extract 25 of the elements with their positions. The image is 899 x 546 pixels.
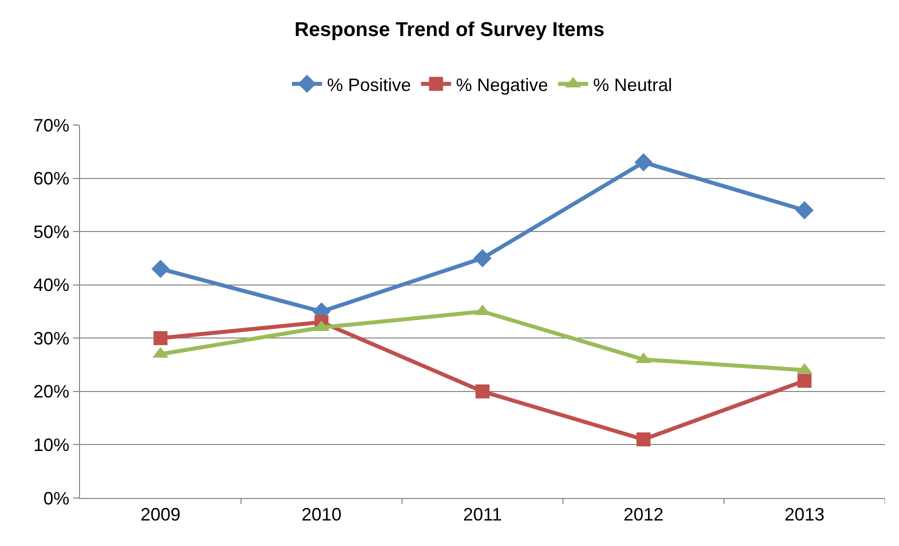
legend-label: % Negative (456, 74, 548, 95)
y-tick-label: 60% (33, 168, 70, 189)
x-tick-label: 2012 (623, 504, 664, 525)
y-tick-label: 0% (43, 488, 70, 508)
point (636, 432, 650, 446)
y-tick-label: 20% (33, 382, 70, 402)
point (154, 331, 168, 346)
point (634, 153, 653, 172)
chart-title: Response Trend of Survey Items (294, 18, 605, 41)
y-tick-label: 70% (33, 115, 70, 136)
y-tick-label: 10% (33, 435, 70, 456)
point (473, 249, 492, 268)
x-tick-label: 2009 (140, 504, 181, 525)
y-tick-label: 50% (33, 222, 70, 242)
x-tick-label: 2013 (784, 504, 825, 525)
x-tick-label: 2010 (301, 504, 342, 525)
point (795, 201, 814, 220)
point (798, 374, 812, 388)
point (151, 260, 170, 278)
y-tick-label: 30% (33, 328, 70, 348)
point (476, 384, 490, 398)
legend-label: % Positive (327, 74, 412, 95)
y-tick-label: 40% (33, 275, 70, 296)
legend-label: % Neutral (593, 74, 672, 95)
x-tick-label: 2011 (463, 504, 502, 525)
